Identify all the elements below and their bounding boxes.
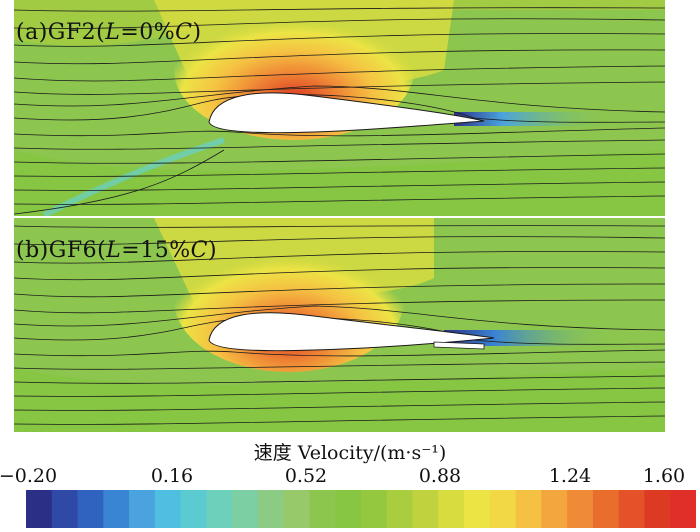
panel-b-label: (b)GF6(L=15%C) [16, 238, 218, 263]
colorbar-segment [618, 490, 645, 528]
contour-plot-a [14, 0, 665, 216]
colorbar [26, 490, 696, 528]
colorbar-segment [386, 490, 414, 528]
colorbar-segment [309, 490, 336, 528]
colorbar-segment [464, 490, 491, 528]
colorbar-segment [335, 490, 362, 528]
colorbar-segment [257, 490, 285, 528]
colorbar-segment [438, 490, 465, 528]
contour-plot-b [14, 218, 665, 432]
wake-region [454, 112, 614, 126]
colorbar-segment [412, 490, 439, 528]
colorbar-segment [154, 490, 182, 528]
colorbar-segment [103, 490, 130, 528]
streamlines-a [14, 7, 665, 215]
colorbar-segment [129, 490, 156, 528]
colorbar-segment [515, 490, 542, 528]
colorbar-segment [670, 490, 696, 528]
colorbar-segment [283, 490, 310, 528]
legend-tick-label: 0.88 [418, 465, 462, 487]
airfoil-a [208, 92, 485, 134]
colorbar-segment [592, 490, 620, 528]
colorbar-segment [77, 490, 104, 528]
colorbar-segment [489, 490, 517, 528]
colorbar-segment [206, 490, 233, 528]
colorbar-segment [180, 490, 207, 528]
legend-title: 速度 Velocity/(m·s⁻¹) [253, 442, 447, 464]
panel-b-velocity-contour: (b)GF6(L=15%C) [14, 218, 665, 432]
legend-tick-label: 0.52 [284, 465, 328, 487]
legend-ticks: −0.20 0.16 0.52 0.88 1.24 1.60 [0, 465, 700, 489]
legend-tick-label: 0.16 [150, 465, 194, 487]
gurney-flap [433, 341, 485, 350]
legend-tick-label: 1.60 [642, 465, 686, 487]
legend-tick-label: −0.20 [0, 465, 58, 487]
panel-a-label: (a)GF2(L=0%C) [16, 20, 202, 45]
legend-tick-label: 1.24 [548, 465, 592, 487]
wake-region [444, 330, 614, 346]
airfoil-b [208, 312, 495, 352]
colorbar-segment [644, 490, 671, 528]
colorbar-segment [541, 490, 568, 528]
colorbar-segment [232, 490, 259, 528]
colorbar-segment [51, 490, 79, 528]
colorbar-segment [567, 490, 594, 528]
colorbar-segment [361, 490, 388, 528]
colorbar-segment [26, 490, 53, 528]
panel-a-velocity-contour: (a)GF2(L=0%C) [14, 0, 665, 216]
